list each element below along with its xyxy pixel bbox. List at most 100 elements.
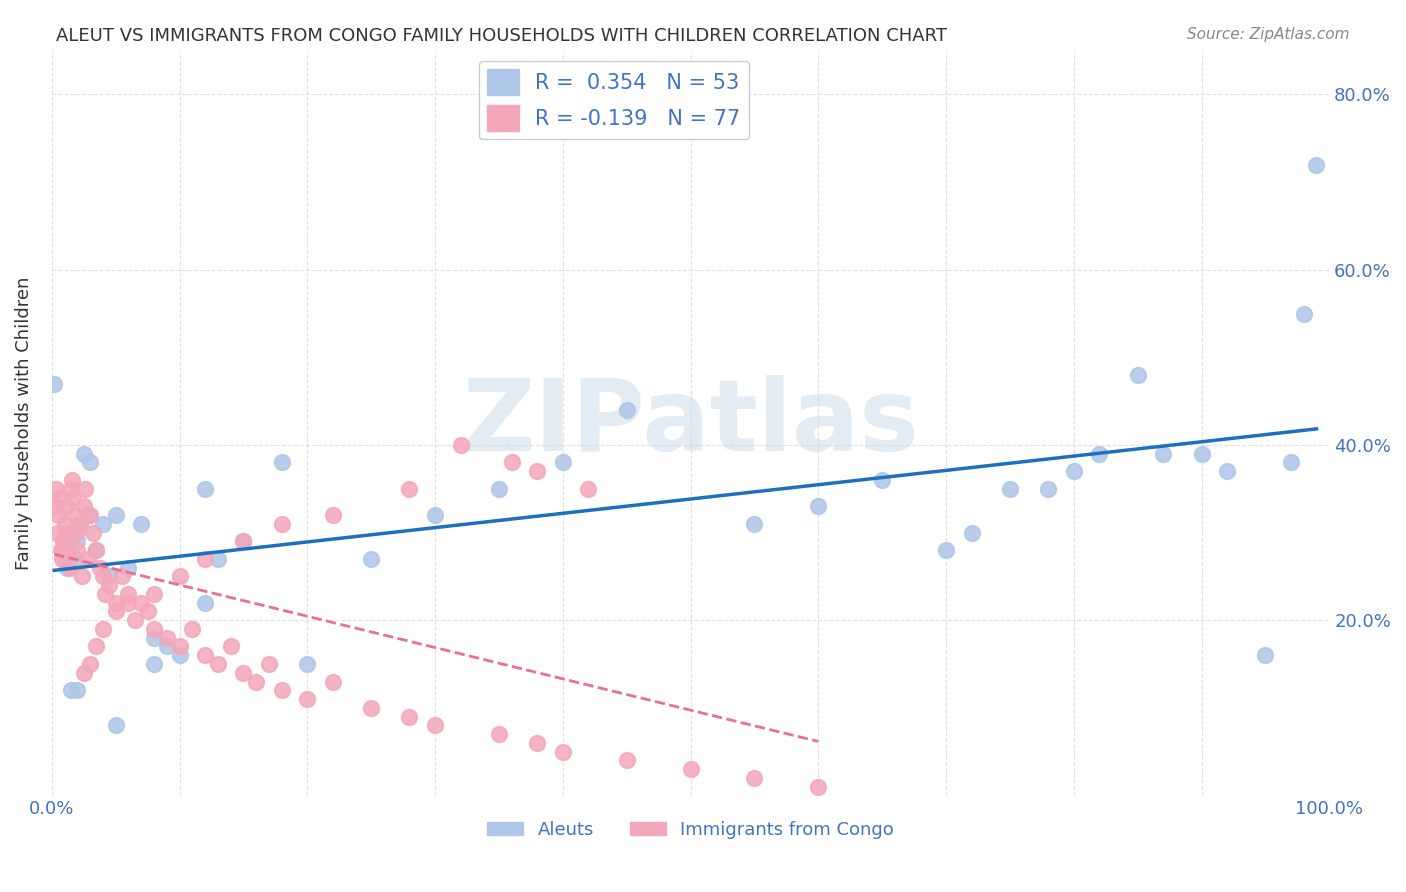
- Point: [207, 657, 229, 671]
- Point: [156, 640, 179, 654]
- Point: [53, 552, 76, 566]
- Point: [232, 665, 254, 680]
- Point: [63, 552, 86, 566]
- Point: [526, 464, 548, 478]
- Point: [94, 587, 117, 601]
- Point: [322, 508, 344, 522]
- Point: [60, 473, 83, 487]
- Point: [194, 596, 217, 610]
- Point: [76, 508, 98, 522]
- Text: ALEUT VS IMMIGRANTS FROM CONGO FAMILY HOUSEHOLDS WITH CHILDREN CORRELATION CHART: ALEUT VS IMMIGRANTS FROM CONGO FAMILY HO…: [56, 27, 948, 45]
- Point: [65, 525, 87, 540]
- Point: [142, 587, 165, 601]
- Point: [501, 455, 523, 469]
- Point: [79, 657, 101, 671]
- Point: [1152, 447, 1174, 461]
- Point: [55, 500, 77, 514]
- Point: [807, 500, 830, 514]
- Point: [76, 552, 98, 566]
- Point: [136, 604, 159, 618]
- Point: [1279, 455, 1302, 469]
- Point: [79, 455, 101, 469]
- Point: [616, 753, 638, 767]
- Point: [322, 674, 344, 689]
- Point: [51, 543, 73, 558]
- Point: [48, 491, 70, 505]
- Point: [219, 640, 242, 654]
- Point: [73, 447, 96, 461]
- Point: [69, 516, 91, 531]
- Point: [1292, 306, 1315, 320]
- Point: [360, 552, 382, 566]
- Point: [156, 631, 179, 645]
- Point: [104, 508, 127, 522]
- Point: [111, 569, 134, 583]
- Point: [1063, 464, 1085, 478]
- Point: [1305, 158, 1327, 172]
- Point: [66, 543, 89, 558]
- Point: [194, 552, 217, 566]
- Point: [207, 552, 229, 566]
- Point: [232, 534, 254, 549]
- Text: Source: ZipAtlas.com: Source: ZipAtlas.com: [1187, 27, 1350, 42]
- Point: [998, 482, 1021, 496]
- Point: [73, 482, 96, 496]
- Point: [870, 473, 893, 487]
- Point: [62, 491, 84, 505]
- Point: [194, 482, 217, 496]
- Point: [297, 657, 319, 671]
- Point: [104, 596, 127, 610]
- Point: [169, 569, 191, 583]
- Point: [117, 560, 139, 574]
- Point: [270, 683, 292, 698]
- Point: [423, 508, 446, 522]
- Point: [117, 587, 139, 601]
- Point: [44, 500, 66, 514]
- Point: [82, 525, 104, 540]
- Point: [488, 482, 510, 496]
- Point: [450, 438, 472, 452]
- Point: [270, 516, 292, 531]
- Point: [744, 516, 766, 531]
- Point: [98, 578, 121, 592]
- Point: [117, 596, 139, 610]
- Point: [181, 622, 204, 636]
- Legend: Aleuts, Immigrants from Congo: Aleuts, Immigrants from Congo: [479, 814, 901, 846]
- Point: [59, 560, 82, 574]
- Point: [45, 525, 67, 540]
- Point: [59, 482, 82, 496]
- Point: [1191, 447, 1213, 461]
- Point: [91, 622, 114, 636]
- Point: [91, 569, 114, 583]
- Point: [91, 516, 114, 531]
- Point: [104, 718, 127, 732]
- Point: [1126, 368, 1149, 382]
- Point: [124, 613, 146, 627]
- Point: [79, 508, 101, 522]
- Point: [86, 640, 108, 654]
- Point: [194, 648, 217, 663]
- Text: ZIPatlas: ZIPatlas: [463, 375, 920, 472]
- Point: [257, 657, 280, 671]
- Point: [935, 543, 957, 558]
- Point: [72, 569, 94, 583]
- Point: [59, 525, 82, 540]
- Point: [63, 508, 86, 522]
- Point: [86, 543, 108, 558]
- Point: [1088, 447, 1111, 461]
- Point: [56, 560, 79, 574]
- Point: [551, 455, 574, 469]
- Point: [89, 560, 111, 574]
- Point: [86, 543, 108, 558]
- Point: [232, 534, 254, 549]
- Point: [398, 709, 420, 723]
- Point: [53, 516, 76, 531]
- Point: [488, 727, 510, 741]
- Point: [73, 500, 96, 514]
- Point: [59, 683, 82, 698]
- Point: [44, 376, 66, 391]
- Point: [270, 455, 292, 469]
- Y-axis label: Family Households with Children: Family Households with Children: [15, 277, 32, 570]
- Point: [245, 674, 267, 689]
- Point: [679, 762, 702, 776]
